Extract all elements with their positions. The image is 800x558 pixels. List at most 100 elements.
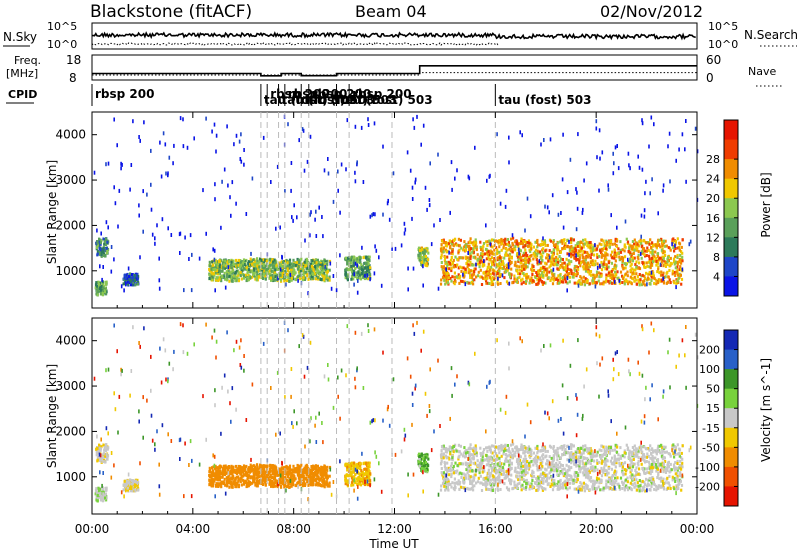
power-cell: [586, 244, 588, 247]
power-cell: [596, 248, 598, 251]
power-cell: [609, 274, 611, 277]
power-cell: [552, 254, 554, 257]
power-cell: [614, 243, 616, 246]
power-cell: [613, 161, 615, 165]
power-cell: [493, 269, 495, 272]
power-cell: [522, 245, 524, 248]
velocity-cell: [362, 475, 364, 478]
power-cell: [472, 273, 474, 276]
power-cell: [216, 264, 218, 267]
power-cell: [580, 241, 582, 244]
power-cell: [640, 252, 642, 256]
power-cell: [307, 278, 309, 281]
power-cell: [422, 284, 424, 288]
velocity-cell: [293, 477, 295, 480]
velocity-cell: [231, 486, 233, 489]
power-cell: [502, 273, 504, 277]
power-cell: [374, 271, 376, 275]
power-cell: [631, 282, 633, 285]
power-cell: [253, 267, 255, 270]
velocity-cell: [216, 470, 218, 473]
power-cell: [544, 262, 546, 265]
power-cell: [345, 268, 347, 271]
power-cell: [519, 130, 521, 134]
power-cell: [582, 208, 584, 212]
power-cell: [651, 263, 653, 266]
power-cell: [470, 269, 472, 272]
power-cell: [158, 257, 160, 261]
power-cell: [670, 249, 672, 252]
velocity-cell: [103, 460, 105, 463]
velocity-cell: [238, 485, 240, 488]
power-cell: [521, 133, 523, 137]
velocity-cell: [312, 468, 314, 471]
power-cell: [242, 262, 244, 265]
freq-label-line2: [MHz]: [6, 67, 38, 80]
power-cell: [559, 255, 561, 258]
power-cell: [97, 293, 99, 296]
power-cell: [249, 276, 251, 279]
power-cell: [513, 275, 515, 278]
power-cell: [270, 277, 272, 280]
power-cell: [613, 257, 615, 260]
power-cell: [209, 261, 211, 264]
power-cell: [449, 240, 451, 243]
power-cell: [139, 255, 141, 259]
power-cell: [355, 179, 357, 183]
power-cell: [647, 278, 649, 281]
power-cell: [525, 280, 527, 283]
power-cell: [458, 238, 460, 241]
power-cell: [464, 249, 466, 252]
power-cell: [605, 274, 607, 277]
power-cell: [242, 265, 244, 268]
power-cell: [533, 253, 535, 256]
power-cell: [350, 262, 352, 265]
power-cell: [252, 177, 254, 181]
power-cell: [622, 267, 624, 270]
power-cell: [549, 266, 551, 269]
power-cell: [356, 160, 358, 164]
power-cell: [154, 242, 156, 246]
power-cell: [287, 264, 289, 267]
power-cell: [361, 272, 363, 275]
power-cell: [451, 267, 453, 270]
power-cell: [214, 123, 216, 127]
power-cell: [631, 263, 633, 266]
power-cell: [213, 272, 215, 275]
power-cell: [246, 212, 248, 216]
power-cell: [603, 281, 605, 284]
noise-right-tick-low: 10^0: [708, 38, 738, 51]
power-cell: [557, 258, 559, 261]
velocity-cell: [270, 483, 272, 486]
power-cell: [412, 186, 414, 190]
velocity-cell: [280, 485, 282, 488]
power-cell: [543, 271, 545, 274]
power-cell: [291, 161, 293, 165]
velocity-cell: [214, 474, 216, 477]
power-cell: [574, 247, 576, 250]
power-cell: [451, 275, 453, 278]
power-cell: [467, 265, 469, 268]
power-cell: [119, 189, 121, 193]
power-cell: [538, 279, 540, 282]
velocity-cell: [102, 498, 104, 501]
power-cell: [240, 274, 242, 277]
power-cell: [106, 241, 108, 244]
power-cell: [441, 265, 443, 268]
velocity-cell: [347, 481, 349, 484]
power-cell: [527, 241, 529, 244]
power-cell: [105, 162, 107, 166]
power-cell: [226, 278, 228, 281]
cpid-label: CPID: [8, 88, 37, 101]
velocity-cell: [286, 479, 288, 482]
velocity-cell: [292, 465, 294, 468]
power-cell: [641, 214, 643, 218]
power-cell: [627, 241, 629, 244]
velocity-cell: [359, 463, 361, 466]
power-cell: [564, 274, 566, 277]
power-cell: [589, 273, 591, 276]
power-cell: [211, 130, 213, 134]
power-cell: [280, 279, 282, 282]
power-cell: [262, 277, 264, 280]
